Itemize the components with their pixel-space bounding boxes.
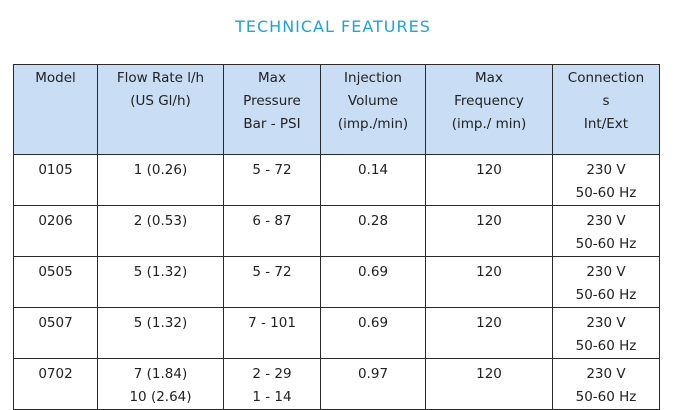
table-row: 0505 5 (1.32) 5 - 72 0.69 120 230 V 50-6… (13, 256, 660, 308)
header-connections: Connection s Int/Ext (552, 64, 660, 155)
cell-model: 0505 (13, 256, 98, 308)
cell-model: 0507 (13, 307, 98, 359)
cell-flow-rate: 1 (0.26) (97, 154, 224, 206)
cell-connections: 230 V 50-60 Hz (552, 256, 660, 308)
header-model: Model (13, 64, 98, 155)
table-header-row: Model Flow Rate l/h (US Gl/h) Max Pressu… (13, 64, 660, 155)
cell-injection-volume: 0.69 (320, 256, 426, 308)
cell-max-frequency: 120 (425, 307, 553, 359)
table-row: 0206 2 (0.53) 6 - 87 0.28 120 230 V 50-6… (13, 205, 660, 257)
cell-max-frequency: 120 (425, 205, 553, 257)
cell-flow-rate: 7 (1.84) 10 (2.64) (97, 358, 224, 410)
header-max-frequency: Max Frequency (imp./ min) (425, 64, 553, 155)
cell-max-frequency: 120 (425, 358, 553, 410)
technical-features-table: Model Flow Rate l/h (US Gl/h) Max Pressu… (13, 64, 660, 410)
cell-flow-rate: 5 (1.32) (97, 307, 224, 359)
cell-injection-volume: 0.14 (320, 154, 426, 206)
table-row: 0507 5 (1.32) 7 - 101 0.69 120 230 V 50-… (13, 307, 660, 359)
cell-injection-volume: 0.28 (320, 205, 426, 257)
cell-model: 0105 (13, 154, 98, 206)
cell-flow-rate: 2 (0.53) (97, 205, 224, 257)
header-max-pressure: Max Pressure Bar - PSI (223, 64, 321, 155)
cell-injection-volume: 0.97 (320, 358, 426, 410)
cell-flow-rate: 5 (1.32) (97, 256, 224, 308)
cell-max-pressure: 7 - 101 (223, 307, 321, 359)
cell-max-pressure: 6 - 87 (223, 205, 321, 257)
cell-connections: 230 V 50-60 Hz (552, 205, 660, 257)
header-flow-rate: Flow Rate l/h (US Gl/h) (97, 64, 224, 155)
cell-connections: 230 V 50-60 Hz (552, 154, 660, 206)
cell-connections: 230 V 50-60 Hz (552, 358, 660, 410)
cell-max-frequency: 120 (425, 256, 553, 308)
cell-connections: 230 V 50-60 Hz (552, 307, 660, 359)
cell-model: 0702 (13, 358, 98, 410)
cell-max-frequency: 120 (425, 154, 553, 206)
cell-max-pressure: 5 - 72 (223, 256, 321, 308)
table-row: 0105 1 (0.26) 5 - 72 0.14 120 230 V 50-6… (13, 154, 660, 206)
page-title: TECHNICAL FEATURES (235, 17, 431, 36)
cell-model: 0206 (13, 205, 98, 257)
cell-injection-volume: 0.69 (320, 307, 426, 359)
cell-max-pressure: 5 - 72 (223, 154, 321, 206)
header-injection-volume: Injection Volume (imp./min) (320, 64, 426, 155)
table-row: 0702 7 (1.84) 10 (2.64) 2 - 29 1 - 14 0.… (13, 358, 660, 410)
